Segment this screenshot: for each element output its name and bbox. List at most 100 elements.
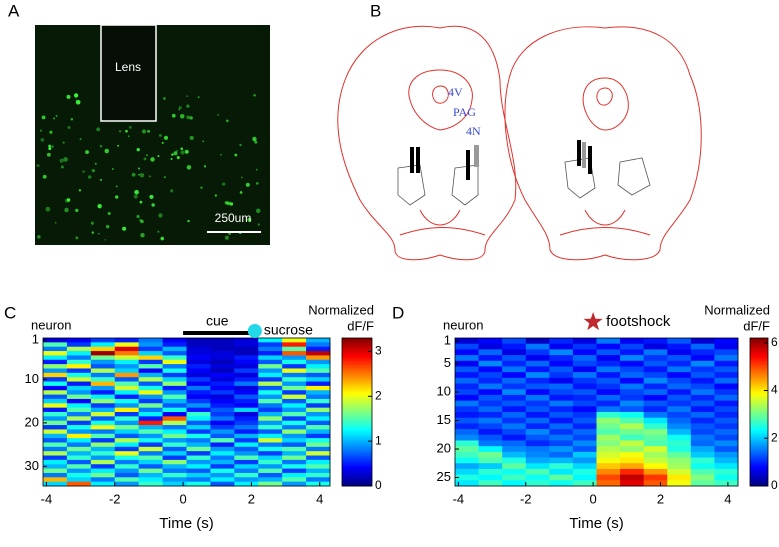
cell	[239, 191, 243, 194]
heatmap-cell	[643, 468, 668, 476]
heatmap-cell	[114, 425, 140, 430]
cell	[64, 207, 69, 213]
cell	[49, 130, 53, 134]
heatmap-cell	[714, 360, 739, 367]
heatmap-cell	[643, 349, 668, 356]
heatmap-cell	[549, 423, 574, 430]
brain-section	[504, 26, 702, 261]
heatmap-cell	[162, 429, 187, 435]
heatmap-cell	[714, 355, 739, 362]
cell	[138, 173, 140, 176]
heatmap-cell	[620, 400, 645, 407]
colorbar-swatch	[342, 451, 372, 455]
heatmap-cell	[572, 446, 597, 453]
heatmap-cell	[138, 481, 163, 487]
heatmap-cell	[66, 425, 92, 430]
colorbar-swatch	[750, 465, 768, 468]
heatmap-cell	[90, 464, 116, 469]
heatmap-cell	[455, 406, 479, 413]
heatmap-cell	[186, 385, 211, 391]
cell	[255, 168, 258, 171]
colorbar-swatch	[342, 474, 372, 478]
cell	[234, 153, 238, 157]
heatmap-cell	[643, 360, 668, 367]
heatmap-cell	[138, 425, 163, 430]
heatmap-cell	[525, 446, 550, 453]
colorbar-swatch	[750, 400, 768, 404]
heatmap-cell	[162, 416, 187, 422]
heatmap-cell	[114, 368, 140, 374]
heatmap-cell	[234, 433, 259, 439]
cell	[140, 219, 144, 224]
heatmap-cell	[549, 417, 574, 424]
heatmap-cell	[478, 372, 503, 379]
cell	[203, 165, 207, 168]
heatmap-cell	[43, 446, 68, 452]
heatmap-cell	[282, 459, 307, 465]
heatmap-cell	[572, 343, 597, 350]
heatmap-cell	[90, 355, 116, 361]
heatmap-cell	[210, 342, 235, 348]
heatmap-cell	[549, 440, 574, 447]
cell	[229, 202, 234, 206]
colorbar-swatch	[750, 428, 768, 431]
heatmap-cell	[138, 390, 163, 395]
colorbar-swatch	[342, 465, 372, 468]
heatmap-cell	[258, 464, 283, 469]
heatmap-cell	[690, 480, 715, 487]
heatmap-cell	[282, 468, 307, 474]
heatmap-cell	[138, 477, 163, 483]
heatmap-cell	[66, 429, 92, 435]
cell	[117, 144, 120, 147]
heatmap-cell	[306, 468, 331, 474]
colorbar-swatch	[750, 467, 768, 471]
heatmap-cell	[502, 446, 527, 453]
heatmap-cell	[162, 451, 187, 456]
heatmap-cell	[572, 480, 597, 487]
heatmap-cell	[43, 351, 68, 356]
colorbar-swatch	[750, 430, 768, 434]
colorbar-swatch	[342, 432, 372, 436]
heatmap-cell	[572, 372, 597, 379]
heatmap-cell	[455, 429, 479, 436]
heatmap-cell	[210, 346, 235, 352]
cell	[150, 157, 155, 162]
heatmap-cell	[306, 364, 331, 369]
heatmap-cell	[572, 389, 597, 396]
colorbar-swatch	[750, 474, 768, 478]
heatmap-cell	[478, 338, 503, 345]
heatmap-cell	[572, 434, 597, 441]
heatmap-cell	[306, 429, 331, 435]
colorbar-swatch	[342, 398, 372, 401]
heatmap-cell	[210, 351, 235, 356]
cell	[189, 135, 194, 140]
heatmap-cell	[90, 459, 116, 465]
heatmap-cell	[282, 338, 307, 343]
heatmap-cell	[620, 429, 645, 436]
heatmap-cell	[502, 389, 527, 396]
heatmap-cell	[234, 412, 259, 417]
heatmap-cell	[162, 446, 187, 452]
colorbar-tick-label: 0	[771, 478, 778, 492]
colorbar-swatch	[342, 407, 372, 411]
heatmap-cell	[620, 343, 645, 350]
colorbar-swatch	[342, 430, 372, 434]
heatmap-cell	[210, 477, 235, 483]
heatmap-cell	[620, 451, 645, 458]
heatmap-cell	[258, 468, 283, 474]
heatmap-cell	[90, 368, 116, 374]
heatmap-cell	[258, 364, 283, 369]
heatmap-cell	[478, 440, 503, 447]
colorbar-swatch	[342, 400, 372, 404]
heatmap-cell	[43, 429, 68, 435]
heatmap-cell	[549, 343, 574, 350]
heatmap-cell	[455, 377, 479, 384]
heatmap-cell	[138, 442, 163, 448]
cell	[67, 125, 71, 129]
heatmap-cell	[258, 338, 283, 343]
y-axis-label: neuron	[31, 317, 71, 332]
colorbar-swatch	[750, 407, 768, 411]
colorbar-swatch	[342, 375, 372, 378]
heatmap-cell	[66, 355, 92, 361]
heatmap-cell	[549, 377, 574, 384]
